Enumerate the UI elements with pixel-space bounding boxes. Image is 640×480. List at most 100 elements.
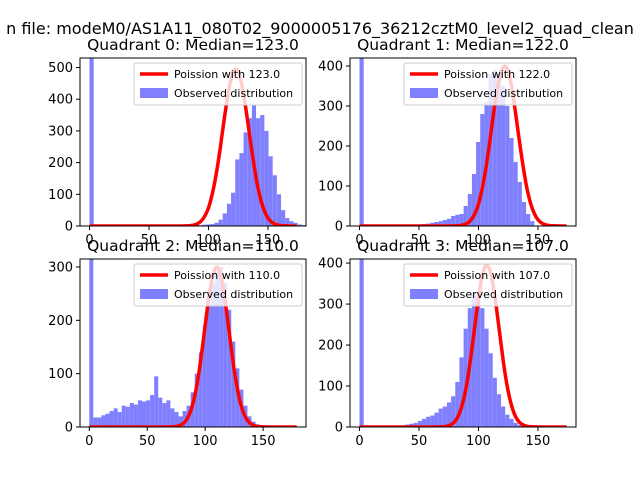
histogram-bar [89, 58, 94, 226]
histogram-bar [215, 272, 220, 427]
histogram-bar [505, 414, 510, 427]
histogram-bar [297, 224, 302, 226]
histogram-bar [268, 156, 273, 226]
histogram-bar [194, 373, 199, 427]
histogram-bar [442, 406, 447, 427]
quadrant-1-plot: 0 50 100 150 0 100 200 300 400 Quadrant 1: Median… [318, 36, 577, 248]
y-tick-label: 200 [318, 140, 343, 155]
histogram-bar [496, 394, 502, 427]
x-tick-label: 150 [526, 434, 551, 449]
histogram-bar [509, 138, 514, 226]
histogram-bar [480, 114, 485, 226]
histogram-bar [146, 400, 151, 427]
histogram-bar [142, 401, 147, 427]
histogram-bar [467, 194, 472, 226]
histogram-bar [201, 224, 207, 226]
x-tick-label: 0 [85, 233, 93, 248]
axes-frame [79, 57, 307, 227]
x-tick-label: 100 [466, 233, 491, 248]
histogram-bar [517, 424, 522, 427]
histogram-bar [281, 210, 286, 226]
histogram-bar [105, 413, 110, 427]
poisson-curve [358, 64, 568, 226]
histogram-bar [484, 328, 489, 427]
histogram-bar [430, 415, 435, 427]
legend-box [133, 263, 303, 307]
histogram-bar [178, 416, 183, 427]
histogram-bar [133, 404, 138, 427]
histogram-bar [455, 214, 460, 226]
figure-suptitle: n file: modeM0/AS1A11_080T02_9000005176_… [6, 19, 634, 39]
y-tick-label: 300 [48, 261, 73, 276]
histogram-bar [438, 221, 443, 226]
histogram-bar [235, 159, 240, 226]
legend-box [133, 62, 303, 106]
x-tick-label: 100 [466, 434, 491, 449]
histogram-bar [109, 411, 114, 427]
histogram-bar [214, 222, 219, 226]
y-tick-label: 300 [48, 124, 73, 139]
histogram-bar [210, 224, 215, 226]
histogram-bar [513, 422, 518, 427]
histogram-bar [471, 291, 477, 427]
histogram-bar [517, 182, 522, 226]
histogram-bar [154, 376, 159, 427]
histogram-bar [513, 162, 518, 226]
subplot-title: Quadrant 3: Median=107.0 [357, 237, 569, 255]
histogram-bar [210, 283, 216, 427]
histogram-bar [222, 213, 227, 226]
plot-area [358, 259, 568, 427]
histogram-bar [198, 352, 203, 427]
axes-frame [349, 258, 577, 428]
x-tick-label: 50 [411, 233, 428, 248]
histogram-bar [426, 416, 431, 427]
y-tick-label: 200 [48, 156, 73, 171]
x-tick-label: 100 [193, 434, 218, 449]
histogram-bar [170, 408, 175, 427]
histogram-bar [459, 357, 464, 427]
histogram-bar [438, 408, 443, 427]
legend: Poission with 123.0 Observed distribution [133, 62, 303, 106]
y-tick-label: 400 [318, 60, 343, 75]
histogram-bar [451, 396, 456, 427]
legend-box [403, 62, 573, 106]
histogram-bar [488, 74, 493, 226]
histogram-bar [219, 267, 224, 427]
histogram-bar [174, 412, 179, 427]
axes-frame [349, 57, 577, 227]
histogram-bar [239, 153, 244, 226]
histogram-bar [480, 308, 485, 427]
legend-hist-label: Observed distribution [174, 288, 293, 301]
histogram-bar [202, 325, 207, 427]
y-tick-label: 100 [48, 367, 73, 382]
histogram-bar [476, 142, 481, 226]
axes-frame [79, 258, 307, 428]
histogram-bar [113, 408, 118, 427]
histogram-bar [463, 328, 468, 427]
x-tick-label: 50 [411, 434, 428, 449]
y-tick-label: 0 [335, 220, 343, 235]
histogram-bar [476, 295, 481, 427]
histogram-bar [421, 418, 427, 427]
histogram-bar [223, 283, 228, 427]
poisson-curve [88, 67, 298, 226]
histogram-bar [162, 403, 167, 427]
x-tick-label: 0 [355, 233, 363, 248]
x-tick-label: 0 [85, 434, 93, 449]
histogram-bar [289, 221, 294, 226]
subplot-title: Quadrant 0: Median=123.0 [87, 36, 299, 54]
y-tick-label: 400 [318, 257, 343, 272]
legend-box [403, 263, 573, 307]
histogram-bar [488, 353, 493, 427]
histogram-bar [226, 203, 232, 226]
histogram-bar [276, 194, 282, 226]
histogram-bar [264, 130, 269, 226]
x-tick-label: 150 [526, 233, 551, 248]
plot-area [358, 58, 568, 226]
histogram-bar [442, 220, 447, 226]
histogram-bar [93, 417, 98, 427]
histogram-bar [359, 58, 364, 226]
histogram-bar [150, 395, 155, 427]
legend: Poission with 107.0 Observed distribution [403, 263, 573, 307]
subplot-title: Quadrant 1: Median=122.0 [357, 36, 569, 54]
